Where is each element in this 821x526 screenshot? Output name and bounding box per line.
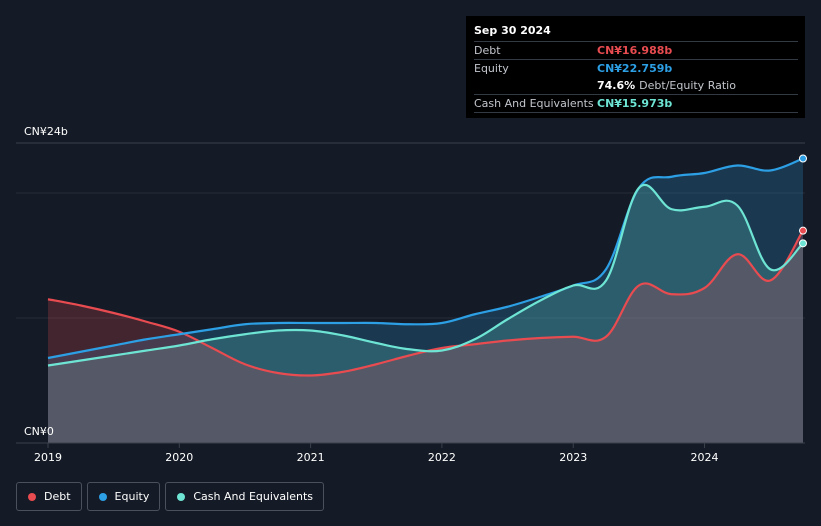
legend-dot-equity [98, 492, 107, 501]
tooltip-date: Sep 30 2024 [474, 24, 551, 37]
legend-label-debt: Debt [44, 490, 71, 503]
x-tick-label: 2019 [34, 451, 62, 464]
series-lines [47, 157, 804, 377]
tooltip-row-ratio: 74.6% Debt/Equity Ratio [474, 77, 798, 94]
gridlines [16, 142, 805, 319]
line-cash-and-equivalents [47, 183, 804, 367]
legend-item-debt[interactable]: Debt [16, 482, 82, 511]
legend-item-equity[interactable]: Equity [86, 482, 161, 511]
legend-item-cash[interactable]: Cash And Equivalents [165, 482, 324, 511]
ratio-percent: 74.6% [597, 79, 636, 92]
y-axis-top-label: CN¥24b [24, 125, 68, 138]
legend-dot-cash [177, 492, 186, 501]
tooltip-ratio-label [474, 77, 597, 94]
x-tick-label: 2020 [165, 451, 193, 464]
x-tick-label: 2022 [428, 451, 456, 464]
area-debt [48, 230, 803, 443]
x-tick-label: 2021 [297, 451, 325, 464]
tooltip-equity-label: Equity [474, 62, 509, 75]
ratio-caption: Debt/Equity Ratio [639, 79, 736, 92]
chart-legend: Debt Equity Cash And Equivalents [16, 482, 329, 511]
area-equity [48, 158, 803, 443]
series-areas [48, 158, 803, 444]
x-axis-ticks: 2019 2020 2021 2022 2023 2024 [34, 443, 719, 464]
tooltip-equity-value: CN¥22.759b [597, 62, 673, 75]
y-axis-bottom-label: CN¥0 [24, 425, 54, 438]
end-marker-debt [799, 226, 807, 235]
legend-label-equity: Equity [114, 490, 150, 503]
legend-dot-debt [28, 492, 36, 501]
tooltip-cash-value: CN¥15.973b [597, 97, 673, 110]
end-marker-equity [799, 154, 807, 163]
x-tick-label: 2024 [691, 451, 719, 464]
tooltip-row-cash: Cash And Equivalents CN¥15.973b [474, 94, 798, 113]
end-marker-cash-and-equivalents [799, 239, 807, 248]
tooltip-debt-value: CN¥16.988b [597, 44, 673, 57]
tooltip-cash-label: Cash And Equivalents [474, 97, 594, 110]
tooltip-debt-label: Debt [474, 44, 501, 57]
tooltip-row-equity: Equity CN¥22.759b [474, 59, 798, 77]
legend-label-cash: Cash And Equivalents [193, 490, 313, 503]
x-tick-label: 2023 [559, 451, 587, 464]
area-cash-and-equivalents [48, 184, 803, 444]
data-tooltip: Sep 30 2024 Debt CN¥16.988b Equity CN¥22… [466, 16, 805, 118]
tooltip-ratio-value: 74.6% Debt/Equity Ratio [597, 77, 736, 94]
tooltip-row-debt: Debt CN¥16.988b [474, 41, 798, 59]
series-end-markers [799, 154, 807, 248]
line-equity [47, 157, 804, 360]
